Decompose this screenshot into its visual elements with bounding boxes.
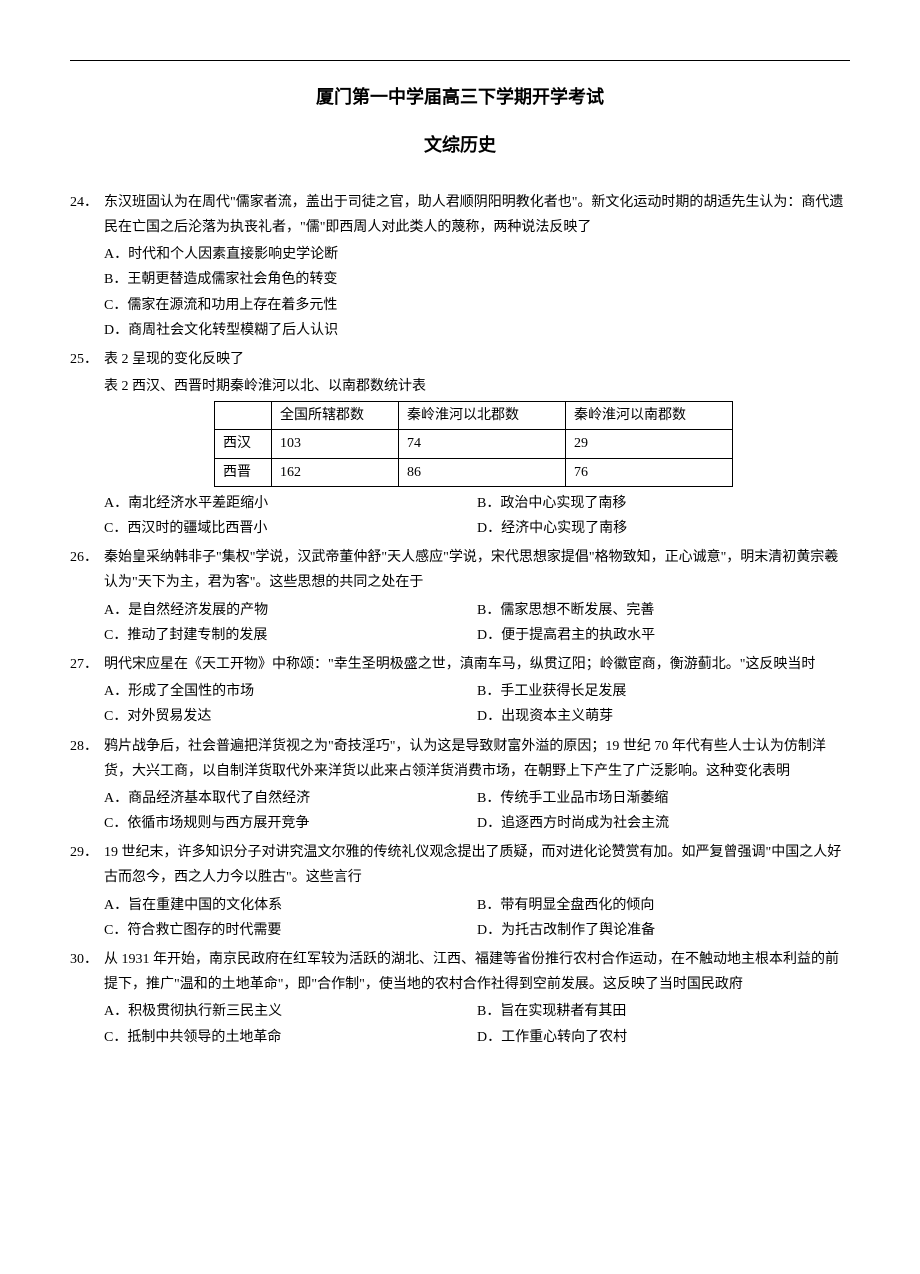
question-number: 27． bbox=[70, 652, 104, 730]
option: A．形成了全国性的市场 bbox=[104, 679, 477, 704]
table-cell: 西晋 bbox=[215, 458, 272, 486]
options: A．旨在重建中国的文化体系B．带有明显全盘西化的倾向C．符合救亡图存的时代需要D… bbox=[104, 893, 850, 943]
question-body: 表 2 呈现的变化反映了表 2 西汉、西晋时期秦岭淮河以北、以南郡数统计表全国所… bbox=[104, 347, 850, 541]
page-subtitle: 文综历史 bbox=[70, 129, 850, 161]
question-number: 25． bbox=[70, 347, 104, 541]
question-body: 19 世纪末，许多知识分子对讲究温文尔雅的传统礼仪观念提出了质疑，而对进化论赞赏… bbox=[104, 840, 850, 943]
table-row: 西晋1628676 bbox=[215, 458, 733, 486]
question-number: 24． bbox=[70, 190, 104, 343]
option: A．是自然经济发展的产物 bbox=[104, 598, 477, 623]
options: A．积极贯彻执行新三民主义B．旨在实现耕者有其田C．抵制中共领导的土地革命D．工… bbox=[104, 999, 850, 1049]
option: C．儒家在源流和功用上存在着多元性 bbox=[104, 293, 850, 318]
options: A．是自然经济发展的产物B．儒家思想不断发展、完善C．推动了封建专制的发展D．便… bbox=[104, 598, 850, 648]
question-body: 明代宋应星在《天工开物》中称颂："幸生圣明极盛之世，滇南车马，纵贯辽阳；岭徽宦商… bbox=[104, 652, 850, 730]
question-stem: 明代宋应星在《天工开物》中称颂："幸生圣明极盛之世，滇南车马，纵贯辽阳；岭徽宦商… bbox=[104, 652, 850, 677]
option: D．追逐西方时尚成为社会主流 bbox=[477, 811, 850, 836]
option: D．商周社会文化转型模糊了后人认识 bbox=[104, 318, 850, 343]
question: 29．19 世纪末，许多知识分子对讲究温文尔雅的传统礼仪观念提出了质疑，而对进化… bbox=[70, 840, 850, 943]
table-cell: 162 bbox=[272, 458, 399, 486]
question: 26．秦始皇采纳韩非子"集权"学说，汉武帝董仲舒"天人感应"学说，宋代思想家提倡… bbox=[70, 545, 850, 648]
option: B．政治中心实现了南移 bbox=[477, 491, 850, 516]
option: B．带有明显全盘西化的倾向 bbox=[477, 893, 850, 918]
option: B．传统手工业品市场日渐萎缩 bbox=[477, 786, 850, 811]
question-number: 29． bbox=[70, 840, 104, 943]
options: A．商品经济基本取代了自然经济B．传统手工业品市场日渐萎缩C．依循市场规则与西方… bbox=[104, 786, 850, 836]
question-stem: 19 世纪末，许多知识分子对讲究温文尔雅的传统礼仪观念提出了质疑，而对进化论赞赏… bbox=[104, 840, 850, 890]
option: C．对外贸易发达 bbox=[104, 704, 477, 729]
question-number: 28． bbox=[70, 734, 104, 837]
option: C．西汉时的疆域比西晋小 bbox=[104, 516, 477, 541]
table-header-cell: 全国所辖郡数 bbox=[272, 402, 399, 430]
question-stem: 东汉班固认为在周代"儒家者流，盖出于司徒之官，助人君顺阴阳明教化者也"。新文化运… bbox=[104, 190, 850, 240]
table-header-cell: 秦岭淮河以北郡数 bbox=[399, 402, 566, 430]
table-cell: 103 bbox=[272, 430, 399, 458]
options: A．时代和个人因素直接影响史学论断B．王朝更替造成儒家社会角色的转变C．儒家在源… bbox=[104, 242, 850, 343]
question-stem: 表 2 呈现的变化反映了 bbox=[104, 347, 850, 372]
top-divider bbox=[70, 60, 850, 61]
table-header-cell bbox=[215, 402, 272, 430]
option: D．工作重心转向了农村 bbox=[477, 1025, 850, 1050]
question-body: 东汉班固认为在周代"儒家者流，盖出于司徒之官，助人君顺阴阳明教化者也"。新文化运… bbox=[104, 190, 850, 343]
option: C．推动了封建专制的发展 bbox=[104, 623, 477, 648]
option: B．旨在实现耕者有其田 bbox=[477, 999, 850, 1024]
option: A．旨在重建中国的文化体系 bbox=[104, 893, 477, 918]
option: B．王朝更替造成儒家社会角色的转变 bbox=[104, 267, 850, 292]
option: A．积极贯彻执行新三民主义 bbox=[104, 999, 477, 1024]
question-number: 30． bbox=[70, 947, 104, 1050]
question: 30．从 1931 年开始，南京民政府在红军较为活跃的湖北、江西、福建等省份推行… bbox=[70, 947, 850, 1050]
option: A．商品经济基本取代了自然经济 bbox=[104, 786, 477, 811]
page-title: 厦门第一中学届高三下学期开学考试 bbox=[70, 81, 850, 113]
table-cell: 86 bbox=[399, 458, 566, 486]
question: 25．表 2 呈现的变化反映了表 2 西汉、西晋时期秦岭淮河以北、以南郡数统计表… bbox=[70, 347, 850, 541]
question-body: 从 1931 年开始，南京民政府在红军较为活跃的湖北、江西、福建等省份推行农村合… bbox=[104, 947, 850, 1050]
question-stem: 鸦片战争后，社会普遍把洋货视之为"奇技淫巧"，认为这是导致财富外溢的原因；19 … bbox=[104, 734, 850, 784]
question-body: 秦始皇采纳韩非子"集权"学说，汉武帝董仲舒"天人感应"学说，宋代思想家提倡"格物… bbox=[104, 545, 850, 648]
option: C．抵制中共领导的土地革命 bbox=[104, 1025, 477, 1050]
question: 24．东汉班固认为在周代"儒家者流，盖出于司徒之官，助人君顺阴阳明教化者也"。新… bbox=[70, 190, 850, 343]
question: 28．鸦片战争后，社会普遍把洋货视之为"奇技淫巧"，认为这是导致财富外溢的原因；… bbox=[70, 734, 850, 837]
table-row: 西汉1037429 bbox=[215, 430, 733, 458]
option: D．为托古改制作了舆论准备 bbox=[477, 918, 850, 943]
question: 27．明代宋应星在《天工开物》中称颂："幸生圣明极盛之世，滇南车马，纵贯辽阳；岭… bbox=[70, 652, 850, 730]
table-cell: 西汉 bbox=[215, 430, 272, 458]
question-number: 26． bbox=[70, 545, 104, 648]
option: D．经济中心实现了南移 bbox=[477, 516, 850, 541]
table-cell: 76 bbox=[566, 458, 733, 486]
option: B．儒家思想不断发展、完善 bbox=[477, 598, 850, 623]
table-cell: 29 bbox=[566, 430, 733, 458]
question-list: 24．东汉班固认为在周代"儒家者流，盖出于司徒之官，助人君顺阴阳明教化者也"。新… bbox=[70, 190, 850, 1050]
option: A．南北经济水平差距缩小 bbox=[104, 491, 477, 516]
table-caption: 表 2 西汉、西晋时期秦岭淮河以北、以南郡数统计表 bbox=[104, 374, 850, 399]
data-table: 全国所辖郡数秦岭淮河以北郡数秦岭淮河以南郡数西汉1037429西晋1628676 bbox=[214, 401, 733, 487]
table-header-cell: 秦岭淮河以南郡数 bbox=[566, 402, 733, 430]
options: A．形成了全国性的市场B．手工业获得长足发展C．对外贸易发达D．出现资本主义萌芽 bbox=[104, 679, 850, 729]
question-body: 鸦片战争后，社会普遍把洋货视之为"奇技淫巧"，认为这是导致财富外溢的原因；19 … bbox=[104, 734, 850, 837]
option: D．便于提高君主的执政水平 bbox=[477, 623, 850, 648]
option: B．手工业获得长足发展 bbox=[477, 679, 850, 704]
option: C．依循市场规则与西方展开竞争 bbox=[104, 811, 477, 836]
option: D．出现资本主义萌芽 bbox=[477, 704, 850, 729]
option: C．符合救亡图存的时代需要 bbox=[104, 918, 477, 943]
options: A．南北经济水平差距缩小B．政治中心实现了南移C．西汉时的疆域比西晋小D．经济中… bbox=[104, 491, 850, 541]
question-stem: 从 1931 年开始，南京民政府在红军较为活跃的湖北、江西、福建等省份推行农村合… bbox=[104, 947, 850, 997]
question-stem: 秦始皇采纳韩非子"集权"学说，汉武帝董仲舒"天人感应"学说，宋代思想家提倡"格物… bbox=[104, 545, 850, 595]
table-cell: 74 bbox=[399, 430, 566, 458]
option: A．时代和个人因素直接影响史学论断 bbox=[104, 242, 850, 267]
